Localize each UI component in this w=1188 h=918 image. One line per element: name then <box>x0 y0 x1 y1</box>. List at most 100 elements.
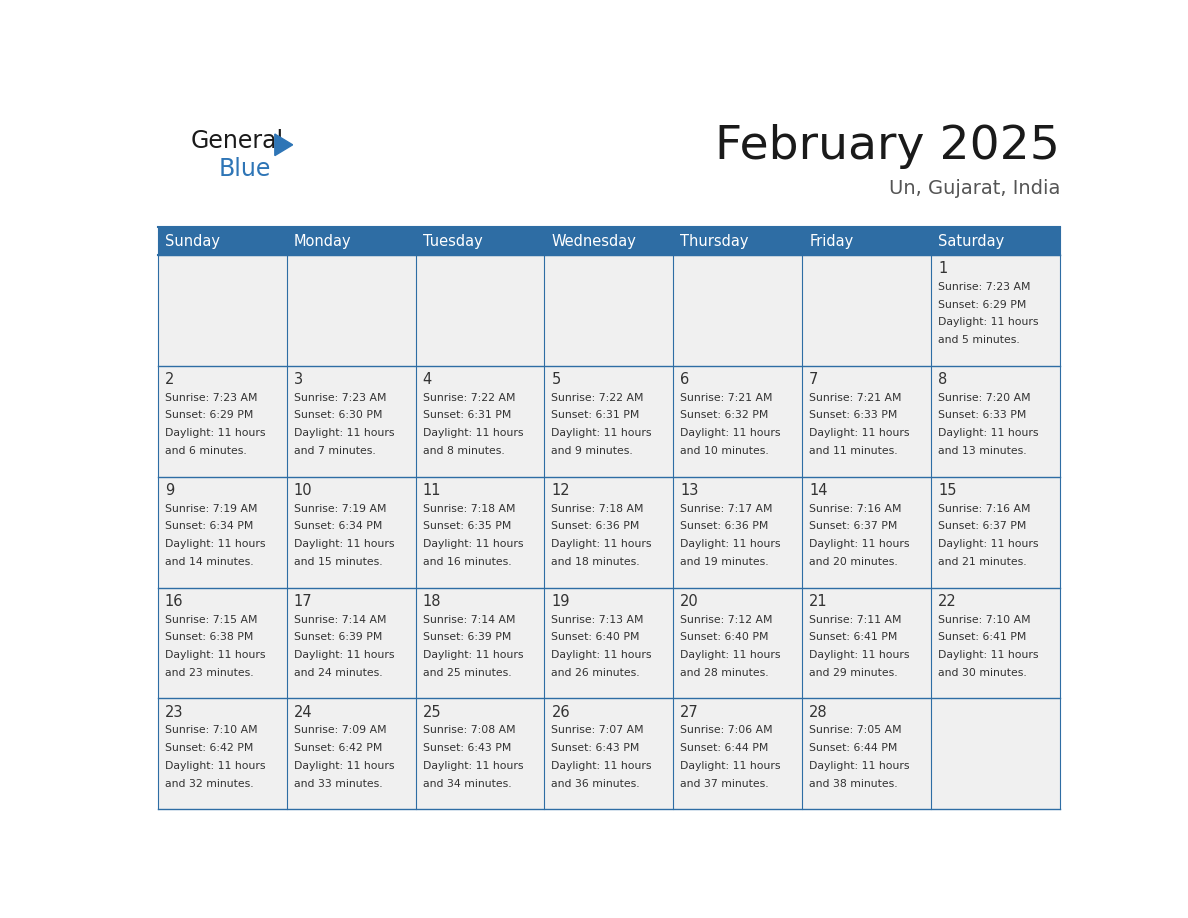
Text: Sunset: 6:29 PM: Sunset: 6:29 PM <box>939 299 1026 309</box>
Text: and 28 minutes.: and 28 minutes. <box>681 667 769 677</box>
Text: Daylight: 11 hours: Daylight: 11 hours <box>165 761 265 771</box>
Text: Sunrise: 7:10 AM: Sunrise: 7:10 AM <box>165 725 258 735</box>
Text: Daylight: 11 hours: Daylight: 11 hours <box>293 650 394 660</box>
Text: Sunset: 6:36 PM: Sunset: 6:36 PM <box>681 521 769 532</box>
Text: Daylight: 11 hours: Daylight: 11 hours <box>423 539 523 549</box>
Text: Daylight: 11 hours: Daylight: 11 hours <box>809 428 910 438</box>
Text: Daylight: 11 hours: Daylight: 11 hours <box>423 650 523 660</box>
Text: and 9 minutes.: and 9 minutes. <box>551 446 633 456</box>
Text: Sunrise: 7:14 AM: Sunrise: 7:14 AM <box>423 614 516 624</box>
Text: Un, Gujarat, India: Un, Gujarat, India <box>889 179 1060 198</box>
Text: and 25 minutes.: and 25 minutes. <box>423 667 511 677</box>
Text: Sunset: 6:30 PM: Sunset: 6:30 PM <box>293 410 383 420</box>
Text: and 38 minutes.: and 38 minutes. <box>809 778 898 789</box>
Text: Sunrise: 7:22 AM: Sunrise: 7:22 AM <box>551 393 644 403</box>
Bar <box>544 476 674 588</box>
Bar <box>931 227 1060 255</box>
Text: Daylight: 11 hours: Daylight: 11 hours <box>293 761 394 771</box>
Text: 22: 22 <box>939 594 956 609</box>
Text: 4: 4 <box>423 372 431 387</box>
Text: Daylight: 11 hours: Daylight: 11 hours <box>293 539 394 549</box>
Text: Sunrise: 7:17 AM: Sunrise: 7:17 AM <box>681 504 772 514</box>
Text: and 7 minutes.: and 7 minutes. <box>293 446 375 456</box>
Polygon shape <box>274 134 292 155</box>
Bar <box>158 588 286 699</box>
Text: Sunrise: 7:23 AM: Sunrise: 7:23 AM <box>165 393 258 403</box>
Text: Sunset: 6:42 PM: Sunset: 6:42 PM <box>165 743 253 753</box>
Text: Wednesday: Wednesday <box>551 233 637 249</box>
Text: Sunrise: 7:18 AM: Sunrise: 7:18 AM <box>423 504 516 514</box>
Text: February 2025: February 2025 <box>715 124 1060 169</box>
Text: 11: 11 <box>423 483 441 498</box>
Text: 9: 9 <box>165 483 173 498</box>
Text: Sunrise: 7:09 AM: Sunrise: 7:09 AM <box>293 725 386 735</box>
Text: Sunday: Sunday <box>165 233 220 249</box>
Text: Sunset: 6:36 PM: Sunset: 6:36 PM <box>551 521 640 532</box>
Text: Sunset: 6:44 PM: Sunset: 6:44 PM <box>681 743 769 753</box>
Text: and 5 minutes.: and 5 minutes. <box>939 335 1019 345</box>
Bar <box>544 255 674 365</box>
Text: Sunrise: 7:19 AM: Sunrise: 7:19 AM <box>165 504 258 514</box>
Text: Sunset: 6:39 PM: Sunset: 6:39 PM <box>423 633 511 643</box>
Text: 27: 27 <box>681 705 699 720</box>
Bar <box>802 588 931 699</box>
Text: and 18 minutes.: and 18 minutes. <box>551 556 640 566</box>
Bar <box>802 476 931 588</box>
Text: Sunrise: 7:10 AM: Sunrise: 7:10 AM <box>939 614 1031 624</box>
Bar <box>544 365 674 476</box>
Text: Daylight: 11 hours: Daylight: 11 hours <box>681 761 781 771</box>
Text: Sunrise: 7:23 AM: Sunrise: 7:23 AM <box>293 393 386 403</box>
Bar <box>931 255 1060 365</box>
Text: 16: 16 <box>165 594 183 609</box>
Text: Sunrise: 7:06 AM: Sunrise: 7:06 AM <box>681 725 773 735</box>
Text: Daylight: 11 hours: Daylight: 11 hours <box>423 761 523 771</box>
Text: Sunrise: 7:18 AM: Sunrise: 7:18 AM <box>551 504 644 514</box>
Text: Sunset: 6:39 PM: Sunset: 6:39 PM <box>293 633 383 643</box>
Bar <box>931 365 1060 476</box>
Text: 12: 12 <box>551 483 570 498</box>
Text: Sunset: 6:37 PM: Sunset: 6:37 PM <box>809 521 897 532</box>
Text: and 19 minutes.: and 19 minutes. <box>681 556 769 566</box>
Text: Daylight: 11 hours: Daylight: 11 hours <box>681 650 781 660</box>
Text: 3: 3 <box>293 372 303 387</box>
Text: and 23 minutes.: and 23 minutes. <box>165 667 253 677</box>
Text: Sunrise: 7:13 AM: Sunrise: 7:13 AM <box>551 614 644 624</box>
Text: Sunset: 6:34 PM: Sunset: 6:34 PM <box>165 521 253 532</box>
Text: Sunrise: 7:11 AM: Sunrise: 7:11 AM <box>809 614 902 624</box>
Text: and 29 minutes.: and 29 minutes. <box>809 667 898 677</box>
Text: Sunrise: 7:22 AM: Sunrise: 7:22 AM <box>423 393 516 403</box>
Text: and 20 minutes.: and 20 minutes. <box>809 556 898 566</box>
Text: Sunset: 6:41 PM: Sunset: 6:41 PM <box>939 633 1026 643</box>
Bar <box>802 365 931 476</box>
Text: 23: 23 <box>165 705 183 720</box>
Text: Daylight: 11 hours: Daylight: 11 hours <box>293 428 394 438</box>
Bar <box>286 255 416 365</box>
Text: 6: 6 <box>681 372 689 387</box>
Text: General: General <box>191 129 284 153</box>
Text: Thursday: Thursday <box>681 233 748 249</box>
Text: Sunrise: 7:20 AM: Sunrise: 7:20 AM <box>939 393 1031 403</box>
Text: 17: 17 <box>293 594 312 609</box>
Text: and 26 minutes.: and 26 minutes. <box>551 667 640 677</box>
Bar <box>931 588 1060 699</box>
Text: Sunrise: 7:05 AM: Sunrise: 7:05 AM <box>809 725 902 735</box>
Text: Sunrise: 7:16 AM: Sunrise: 7:16 AM <box>809 504 902 514</box>
Bar <box>544 588 674 699</box>
Bar <box>416 588 544 699</box>
Bar <box>158 699 286 810</box>
Text: Sunrise: 7:07 AM: Sunrise: 7:07 AM <box>551 725 644 735</box>
Text: Daylight: 11 hours: Daylight: 11 hours <box>681 539 781 549</box>
Bar <box>674 476 802 588</box>
Text: and 11 minutes.: and 11 minutes. <box>809 446 898 456</box>
Text: 7: 7 <box>809 372 819 387</box>
Text: Daylight: 11 hours: Daylight: 11 hours <box>939 428 1038 438</box>
Text: and 37 minutes.: and 37 minutes. <box>681 778 769 789</box>
Text: and 6 minutes.: and 6 minutes. <box>165 446 247 456</box>
Text: Sunset: 6:31 PM: Sunset: 6:31 PM <box>423 410 511 420</box>
Bar <box>931 476 1060 588</box>
Text: Sunset: 6:32 PM: Sunset: 6:32 PM <box>681 410 769 420</box>
Text: Sunset: 6:40 PM: Sunset: 6:40 PM <box>681 633 769 643</box>
Bar <box>416 255 544 365</box>
Text: Sunrise: 7:15 AM: Sunrise: 7:15 AM <box>165 614 258 624</box>
Bar <box>416 227 544 255</box>
